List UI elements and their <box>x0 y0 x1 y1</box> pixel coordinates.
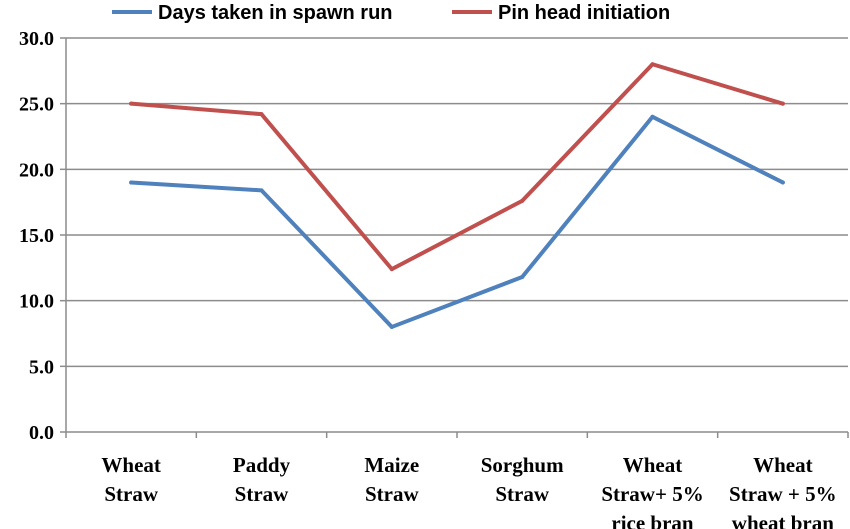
x-category-label: Wheat Straw+ 5% rice bran <box>601 453 703 529</box>
data-point <box>389 267 394 272</box>
x-category-label: Wheat Straw <box>101 453 161 506</box>
x-category-label: Maize Straw <box>364 453 419 506</box>
x-category-label-line: Straw <box>235 482 289 506</box>
x-axis-category-labels: Wheat Straw Paddy Straw Maize Straw Sorghum Str… <box>101 453 836 529</box>
x-category-label-line: rice bran <box>611 511 694 529</box>
x-category-label-line: Wheat <box>753 453 813 477</box>
x-category-label-line: Straw <box>104 482 158 506</box>
series-line-0 <box>129 114 785 329</box>
y-tick-label: 5.0 <box>29 356 54 378</box>
data-point <box>259 112 264 117</box>
y-tick-label: 0.0 <box>29 422 54 444</box>
y-tick-label: 15.0 <box>19 225 54 247</box>
data-point <box>129 180 134 185</box>
y-axis-tick-labels: 0.0 5.0 10.0 15.0 20.0 25.0 30.0 <box>19 28 54 444</box>
x-category-label-line: Paddy <box>233 453 291 477</box>
x-category-label-line: Straw <box>365 482 419 506</box>
data-point <box>129 101 134 106</box>
x-category-label-line: Maize <box>364 453 419 477</box>
y-tick-label: 20.0 <box>19 159 54 181</box>
data-point <box>780 180 785 185</box>
y-tick-label: 25.0 <box>19 94 54 116</box>
series-line-1 <box>129 62 785 272</box>
x-category-label-line: Wheat <box>623 453 683 477</box>
y-tick-label: 10.0 <box>19 291 54 313</box>
data-point <box>650 62 655 67</box>
x-category-label-line: wheat bran <box>732 511 834 529</box>
x-category-label-line: Straw <box>495 482 549 506</box>
data-point <box>780 101 785 106</box>
series-lines <box>129 62 785 329</box>
data-point <box>520 198 525 203</box>
data-point <box>259 188 264 193</box>
x-category-label-line: Straw+ 5% <box>601 482 703 506</box>
x-category-label: Sorghum Straw <box>481 453 564 506</box>
x-category-label-line: Wheat <box>101 453 161 477</box>
axes <box>60 37 849 438</box>
x-category-label: Paddy Straw <box>233 453 291 506</box>
x-category-label-line: Sorghum <box>481 453 564 477</box>
x-category-label-line: Straw + 5% <box>729 482 837 506</box>
legend-label: Days taken in spawn run <box>158 2 393 24</box>
data-point <box>389 324 394 329</box>
x-category-label: Wheat Straw + 5% wheat bran <box>729 453 837 529</box>
legend: Days taken in spawn run Pin head initiati… <box>112 2 670 24</box>
y-tick-label: 30.0 <box>19 28 54 50</box>
legend-label: Pin head initiation <box>498 2 670 24</box>
data-point <box>520 275 525 280</box>
data-point <box>650 114 655 119</box>
